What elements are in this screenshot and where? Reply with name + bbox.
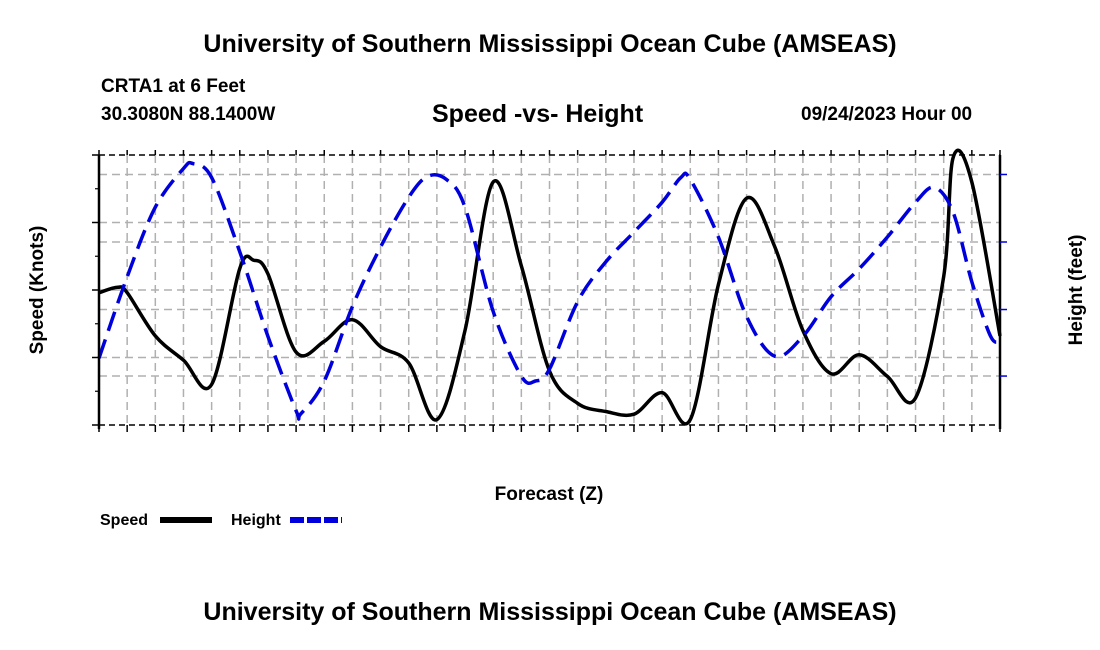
x-axis-title: Forecast (Z) (495, 484, 604, 505)
axes (92, 150, 1007, 432)
grid (99, 155, 1000, 425)
main-title: University of Southern Mississippi Ocean… (203, 30, 897, 58)
coordinates-label: 30.3080N 88.1400W (101, 104, 276, 125)
legend: Speed Height (100, 512, 342, 529)
station-label: CRTA1 at 6 Feet (101, 76, 246, 97)
forecast-datetime: 09/24/2023 Hour 00 (801, 104, 973, 125)
y-axis-title: Speed (Knots) (27, 226, 48, 355)
legend-height-label: Height (231, 512, 281, 529)
series-layer (97, 148, 1002, 426)
footer-title: University of Southern Mississippi Ocean… (203, 598, 897, 626)
series-line-height (97, 160, 1001, 421)
chart-subtitle: Speed -vs- Height (432, 100, 644, 128)
y2-axis-title: Height (feet) (1066, 235, 1087, 346)
legend-speed-label: Speed (100, 512, 148, 529)
